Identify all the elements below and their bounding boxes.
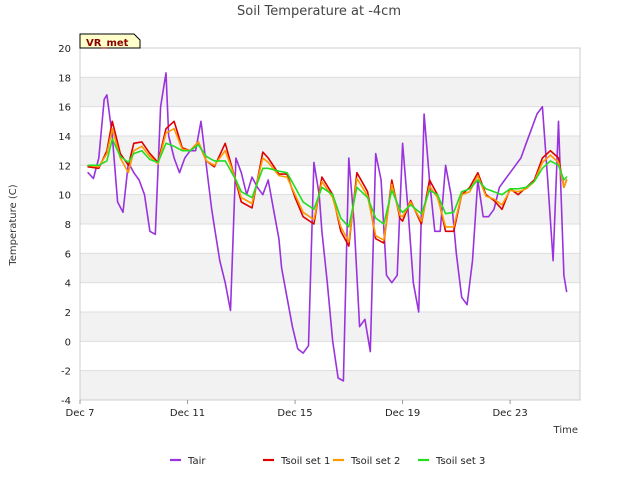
x-tick-label: Dec 7 (66, 408, 95, 419)
series-lines (87, 72, 568, 382)
y-tick-label: 2 (65, 308, 71, 319)
y-tick-label: 0 (65, 337, 71, 348)
y-tick-label: 14 (58, 132, 71, 143)
x-axis-label: Time (553, 425, 578, 436)
y-axis-label: Temperature (C) (8, 184, 19, 266)
station-badge-label: VR_met (86, 38, 129, 49)
y-tick-label: 8 (65, 220, 71, 231)
legend-label: Tsoil set 3 (435, 456, 485, 467)
series-line-tsoil-set-3 (87, 138, 568, 228)
y-tick-label: 10 (58, 191, 71, 202)
plot-band (80, 106, 580, 136)
plot-band (80, 341, 580, 371)
series-line-tsoil-set-2 (87, 127, 568, 243)
y-tick-label: -4 (61, 396, 71, 407)
y-tick-label: 4 (65, 279, 71, 290)
y-tick-label: 20 (58, 44, 71, 55)
x-tick-labels: Dec 7 Dec 11 Dec 15 Dec 19 Dec 23 (66, 400, 528, 419)
chart-title: Soil Temperature at -4cm (237, 4, 401, 19)
y-tick-label: 6 (65, 249, 71, 260)
x-tick-label: Dec 11 (170, 408, 205, 419)
legend-label: Tsoil set 1 (280, 456, 330, 467)
plot-band (80, 370, 580, 400)
y-tick-label: 12 (58, 161, 71, 172)
series-line-tair (87, 72, 568, 382)
plot-band (80, 253, 580, 283)
y-tick-label: 18 (58, 73, 71, 84)
y-tick-labels: -4 -2 0 2 4 6 8 10 12 14 16 18 20 (58, 44, 71, 407)
x-tick-label: Dec 19 (385, 408, 420, 419)
plot-band (80, 48, 580, 78)
station-badge-box (79, 33, 141, 49)
y-tick-label: -2 (61, 367, 71, 378)
x-tick-label: Dec 15 (277, 408, 312, 419)
legend: Tair Tsoil set 1 Tsoil set 2 Tsoil set 3 (170, 456, 485, 467)
legend-label: Tair (187, 456, 206, 467)
legend-label: Tsoil set 2 (350, 456, 400, 467)
x-tick-label: Dec 23 (492, 408, 527, 419)
station-badge: VR_met (79, 33, 141, 49)
plot-band (80, 77, 580, 107)
y-tick-label: 16 (58, 103, 71, 114)
plot-band (80, 224, 580, 254)
plot-frame (79, 47, 581, 401)
